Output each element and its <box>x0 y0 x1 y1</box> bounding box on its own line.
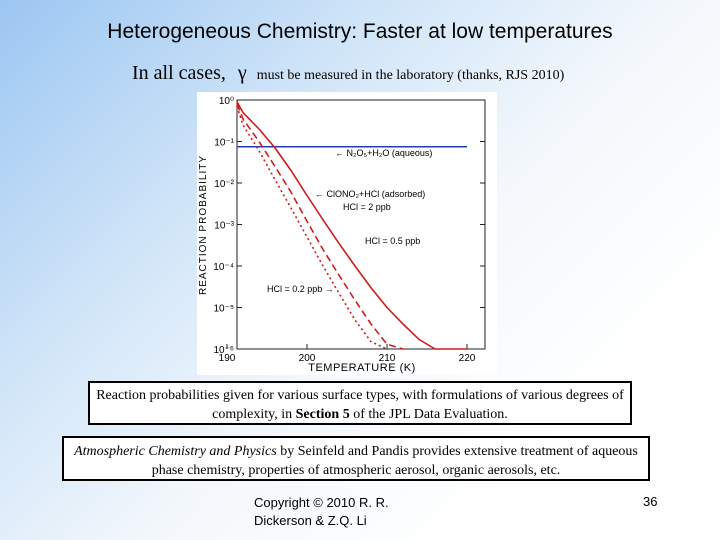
subtitle-note: must be measured in the laboratory (than… <box>256 68 565 83</box>
copyright-line-1: Copyright © 2010 R. R. <box>254 495 389 510</box>
y-tick-label: 10⁻³ <box>214 221 234 232</box>
page-number: 36 <box>643 494 658 509</box>
y-tick-label: 10⁻⁵ <box>213 304 234 315</box>
x-tick-label: 220 <box>459 353 476 364</box>
annotation-n2o5: ← N₂O₅+H₂O (aqueous) <box>335 148 432 158</box>
x-axis-label: TEMPERATURE (K) <box>308 362 416 374</box>
slide-subtitle: In all cases, γ must be measured in the … <box>132 62 564 85</box>
y-tick-label: 10⁻⁶ <box>213 345 234 356</box>
y-tick-label: 10⁻² <box>214 179 234 190</box>
subtitle-lead: In all cases, <box>132 62 226 84</box>
reaction-probability-chart: 10⁰ 10⁻¹ 10⁻² 10⁻³ 10⁻⁴ 10⁻⁵ 10⁻⁶ 190 200 210 220 … <box>197 92 497 375</box>
series-line-solid <box>236 101 467 350</box>
textbook-note-box: Atmospheric Chemistry and Physics by Sei… <box>62 436 650 481</box>
series-line-dashed <box>236 103 404 350</box>
y-tick-label: 10⁻⁴ <box>213 262 234 273</box>
textbook-title: Atmospheric Chemistry and Physics <box>74 444 277 459</box>
textbook-note-text: by Seinfeld and Pandis provides extensiv… <box>151 444 638 478</box>
plot-frame <box>236 99 486 350</box>
x-tick-label: 200 <box>299 353 316 364</box>
jpl-note-box: Reaction probabilities given for various… <box>88 381 632 425</box>
jpl-note-text-end: of the JPL Data Evaluation. <box>349 407 508 422</box>
y-axis-label: REACTION PROBABILITY <box>198 155 209 295</box>
slide-title: Heterogeneous Chemistry: Faster at low t… <box>107 20 613 43</box>
gamma-symbol: γ <box>237 62 247 84</box>
annotation-hcl-0-2ppb: HCl = 0.2 ppb → <box>267 284 334 294</box>
annotation-hcl-0-5ppb: HCl = 0.5 ppb <box>365 236 420 246</box>
x-tick-label: 190 <box>219 353 236 364</box>
y-tick-label: 10⁰ <box>219 96 234 107</box>
annotation-clono2: ← ClONO₂+HCl (adsorbed) <box>315 189 425 199</box>
jpl-note-section: Section 5 <box>295 407 350 422</box>
copyright-notice: Copyright © 2010 R. R. Dickerson & Z.Q. … <box>254 494 389 530</box>
y-tick-label: 10⁻¹ <box>214 138 234 149</box>
jpl-note-text-start: Reaction probabilities given for various… <box>96 388 624 422</box>
x-tick-label: 210 <box>379 353 396 364</box>
copyright-line-2: Dickerson & Z.Q. Li <box>254 513 367 528</box>
annotation-hcl-2ppb: HCl = 2 ppb <box>343 202 391 212</box>
